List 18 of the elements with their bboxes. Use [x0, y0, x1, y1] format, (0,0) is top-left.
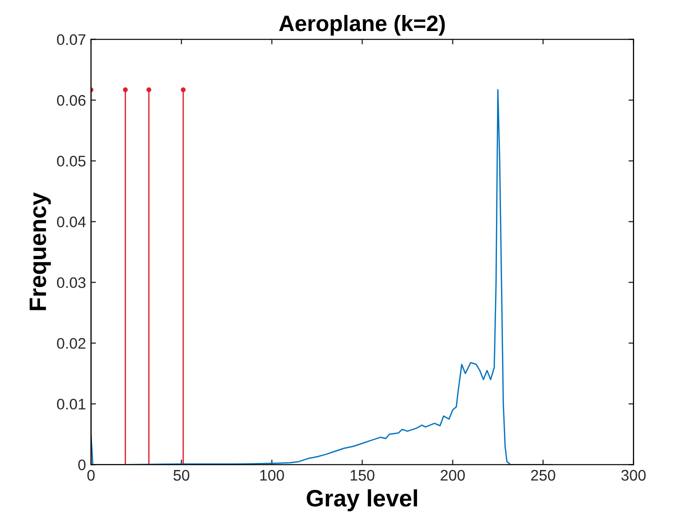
- x-tick-label: 250: [531, 470, 556, 481]
- x-tick-label: 150: [350, 470, 374, 481]
- x-tick-label: 300: [621, 470, 646, 481]
- y-tick-label: 0: [78, 459, 86, 470]
- x-tick-label: 0: [87, 470, 95, 481]
- y-axis-title: Frequency: [30, 192, 51, 310]
- y-tick-label: 0.01: [57, 398, 86, 410]
- y-tick-label: 0.06: [57, 94, 86, 106]
- x-axis-title: Gray level: [306, 489, 418, 512]
- x-tick-label: 200: [440, 470, 465, 481]
- y-tick-label: 0.07: [57, 34, 86, 46]
- y-tick-label: 0.04: [57, 216, 86, 228]
- y-tick-label: 0.03: [57, 277, 86, 288]
- y-tick-label: 0.05: [57, 156, 86, 167]
- chart-title: Aeroplane (k=2): [279, 14, 445, 36]
- x-tick-label: 50: [174, 470, 190, 481]
- x-tick-label: 100: [260, 470, 284, 481]
- y-tick-label: 0.02: [57, 338, 86, 349]
